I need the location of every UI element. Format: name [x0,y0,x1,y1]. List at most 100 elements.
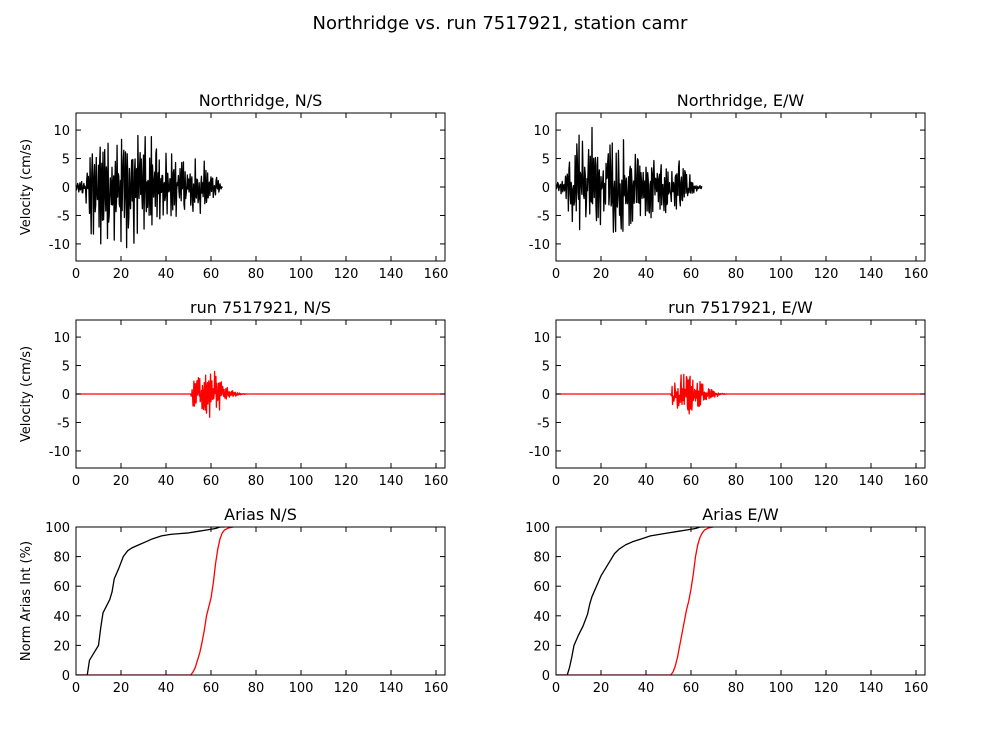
figure-title: Northridge vs. run 7517921, station camr [313,13,689,34]
x-tick-label: 60 [683,267,700,282]
x-tick-label: 100 [769,267,794,282]
x-tick-label: 40 [158,681,175,696]
x-tick-label: 0 [552,267,560,282]
x-tick-label: 120 [334,474,359,489]
y-tick-label: -5 [57,416,70,431]
x-tick-label: 160 [424,267,449,282]
plot-area [76,370,445,418]
y-tick-label: -5 [537,209,550,224]
x-tick-label: 40 [158,267,175,282]
x-tick-label: 60 [203,681,220,696]
y-tick-label: 5 [542,360,550,375]
x-tick-label: 20 [593,267,610,282]
y-tick-label: 0 [62,669,70,684]
panel-vel_ns_simulated: run 7517921, N/S Velocity (cm/s) 0 20 40 60 80… [19,298,448,489]
y-tick-label: -5 [57,209,70,224]
y-tick-label: 0 [542,388,550,403]
x-tick-label: 80 [248,267,265,282]
x-tick-label: 120 [334,681,359,696]
axes-frame [75,526,446,676]
panel-title: Northridge, E/W [677,91,805,110]
series-line-0 [76,527,225,675]
y-tick-label: 10 [533,124,550,139]
x-tick-label: 160 [424,474,449,489]
panel-arias_ns: Arias N/S Norm Arias Int (%) 0 20 40 60 80 100 1… [19,505,448,696]
y-tick-label: 20 [53,639,70,654]
y-tick-label: -10 [529,445,550,460]
x-tick-label: 120 [814,267,839,282]
x-tick-label: 20 [113,267,130,282]
y-tick-label: -10 [529,238,550,253]
x-tick-label: 0 [552,681,560,696]
plot-area [556,373,925,415]
x-tick-label: 120 [814,474,839,489]
x-tick-label: 20 [593,474,610,489]
series-line-0 [556,527,705,675]
x-tick-label: 140 [379,267,404,282]
x-tick-label: 80 [728,681,745,696]
panel-vel_ew_recorded: Northridge, E/W0 20 40 60 80 100 120 140 160-10-… [529,91,929,282]
x-tick-label: 100 [769,474,794,489]
x-tick-label: 40 [158,474,175,489]
y-tick-label: 60 [53,580,70,595]
axes-frame [555,526,926,676]
x-tick-label: 140 [859,681,884,696]
panel-title: run 7517921, N/S [190,298,331,317]
panel-arias_ew: Arias E/W 0 20 40 60 80 100 120 140 160 0 20 40 60 80 1… [525,505,928,696]
x-tick-label: 140 [379,681,404,696]
x-tick-label: 80 [248,681,265,696]
y-tick-label: 10 [533,331,550,346]
x-tick-label: 20 [113,681,130,696]
y-tick-label: 0 [62,181,70,196]
y-tick-label: 5 [62,153,70,168]
x-tick-label: 100 [769,681,794,696]
y-tick-label: 0 [542,181,550,196]
y-tick-label: 80 [53,551,70,566]
panel-title: Arias E/W [702,505,779,524]
y-axis-label: Norm Arias Int (%) [19,541,34,661]
panel-title: Arias N/S [224,505,297,524]
y-tick-label: 80 [533,551,550,566]
x-tick-label: 60 [203,474,220,489]
plot-area [76,527,234,675]
series-line-0 [76,370,445,418]
plot-area [76,134,223,249]
x-tick-label: 0 [72,267,80,282]
x-tick-label: 40 [638,267,655,282]
y-tick-label: 10 [53,124,70,139]
x-tick-label: 120 [814,681,839,696]
x-tick-label: 160 [424,681,449,696]
series-line-1 [556,527,714,675]
y-tick-label: 60 [533,580,550,595]
y-tick-label: 0 [62,388,70,403]
y-tick-label: 100 [45,521,70,536]
x-tick-label: 60 [683,681,700,696]
y-axis-label: Velocity (cm/s) [19,139,34,235]
x-tick-label: 60 [203,267,220,282]
x-tick-label: 100 [289,681,314,696]
x-tick-label: 160 [904,681,929,696]
x-tick-label: 60 [683,474,700,489]
y-tick-label: -10 [49,238,70,253]
plot-area [556,527,714,675]
y-axis-label: Velocity (cm/s) [19,346,34,442]
x-tick-label: 0 [72,474,80,489]
y-tick-label: 5 [542,153,550,168]
x-tick-label: 20 [113,474,130,489]
x-tick-label: 40 [638,474,655,489]
series-line-1 [76,527,234,675]
series-line-0 [556,126,703,233]
x-tick-label: 20 [593,681,610,696]
y-tick-label: 10 [53,331,70,346]
panel-title: Northridge, N/S [199,91,323,110]
x-tick-label: 120 [334,267,359,282]
x-tick-label: 140 [379,474,404,489]
y-tick-label: -10 [49,445,70,460]
x-tick-label: 140 [859,474,884,489]
panel-vel_ew_simulated: run 7517921, E/W0 20 40 60 80 100 120 140 160-10… [529,298,929,489]
series-line-0 [76,134,223,249]
panel-vel_ns_recorded: Northridge, N/S Velocity (cm/s) 0 20 40 60 80 1… [19,91,448,282]
x-tick-label: 0 [552,474,560,489]
y-tick-label: 0 [542,669,550,684]
